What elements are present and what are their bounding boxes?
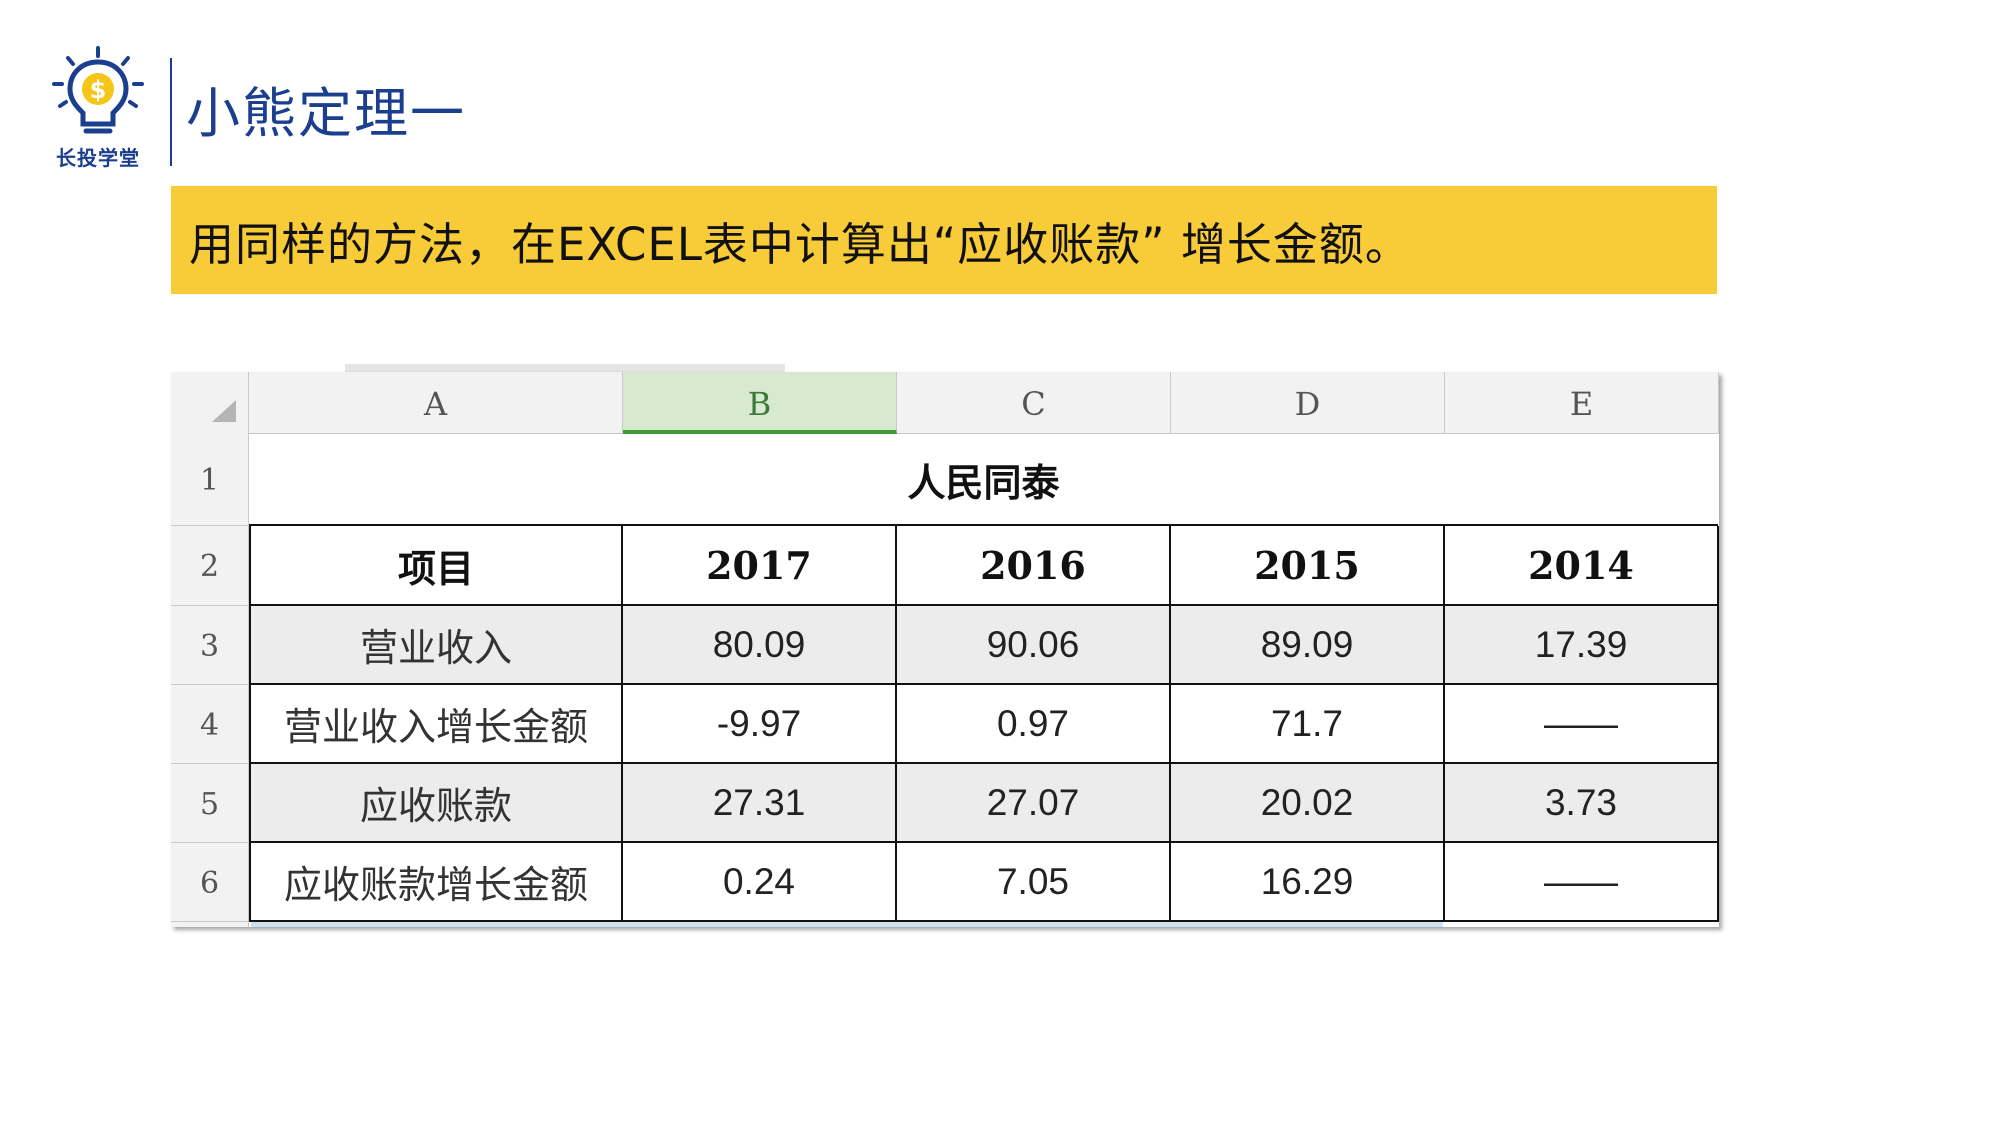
- instruction-banner: 用同样的方法，在EXCEL表中计算出“应收账款” 增长金额。: [171, 186, 1717, 294]
- value-cell[interactable]: 3.73: [1445, 764, 1719, 843]
- row-header-4[interactable]: 4: [171, 685, 249, 764]
- value-cell[interactable]: ——: [1445, 843, 1719, 922]
- row-header-3[interactable]: 3: [171, 606, 249, 685]
- spreadsheet: A B C D E 1 2 3 4 5 6 人民同泰 项目 2017 2016 …: [171, 372, 1719, 927]
- table-title-cell[interactable]: 人民同泰: [249, 434, 1718, 526]
- logo-text: 长投学堂: [56, 146, 140, 170]
- column-header-d[interactable]: D: [1171, 372, 1445, 434]
- sheet-tab-edge: [345, 364, 785, 372]
- value-cell[interactable]: 20.02: [1171, 764, 1445, 843]
- column-header-b[interactable]: B: [623, 372, 897, 434]
- select-all-triangle-icon: [212, 400, 236, 422]
- row-header-5[interactable]: 5: [171, 764, 249, 843]
- row-header-6[interactable]: 6: [171, 843, 249, 922]
- header-year-cell[interactable]: 2016: [897, 526, 1171, 606]
- value-cell[interactable]: 7.05: [897, 843, 1171, 922]
- value-cell[interactable]: 89.09: [1171, 606, 1445, 685]
- value-cell[interactable]: 16.29: [1171, 843, 1445, 922]
- header-item-cell[interactable]: 项目: [249, 526, 623, 606]
- instruction-text: 用同样的方法，在EXCEL表中计算出“应收账款” 增长金额。: [189, 217, 1411, 271]
- row-7-selection-strip: [251, 922, 1443, 927]
- value-cell[interactable]: 0.24: [623, 843, 897, 922]
- column-header-a[interactable]: A: [249, 372, 623, 434]
- lightbulb-dollar-icon: $: [52, 46, 144, 134]
- column-header-row: [171, 372, 1719, 434]
- row-label-cell[interactable]: 营业收入: [249, 606, 623, 685]
- page-title: 小熊定理一: [186, 82, 466, 145]
- value-cell[interactable]: -9.97: [623, 685, 897, 764]
- row-label-cell[interactable]: 营业收入增长金额: [249, 685, 623, 764]
- column-header-c[interactable]: C: [897, 372, 1171, 434]
- svg-text:$: $: [90, 76, 107, 104]
- logo: $ 长投学堂: [38, 44, 158, 174]
- select-all-corner[interactable]: [171, 372, 249, 434]
- header-year-cell[interactable]: 2017: [623, 526, 897, 606]
- header-year-cell[interactable]: 2014: [1445, 526, 1719, 606]
- row-label-cell[interactable]: 应收账款: [249, 764, 623, 843]
- column-header-e[interactable]: E: [1445, 372, 1719, 434]
- row-header-2[interactable]: 2: [171, 526, 249, 606]
- row-header-7[interactable]: [171, 922, 249, 927]
- value-cell[interactable]: ——: [1445, 685, 1719, 764]
- header-year-cell[interactable]: 2015: [1171, 526, 1445, 606]
- value-cell[interactable]: 27.07: [897, 764, 1171, 843]
- value-cell[interactable]: 27.31: [623, 764, 897, 843]
- value-cell[interactable]: 80.09: [623, 606, 897, 685]
- header-divider: [170, 58, 172, 166]
- value-cell[interactable]: 71.7: [1171, 685, 1445, 764]
- row-label-cell[interactable]: 应收账款增长金额: [249, 843, 623, 922]
- value-cell[interactable]: 0.97: [897, 685, 1171, 764]
- row-header-1[interactable]: 1: [171, 434, 249, 526]
- value-cell[interactable]: 17.39: [1445, 606, 1719, 685]
- value-cell[interactable]: 90.06: [897, 606, 1171, 685]
